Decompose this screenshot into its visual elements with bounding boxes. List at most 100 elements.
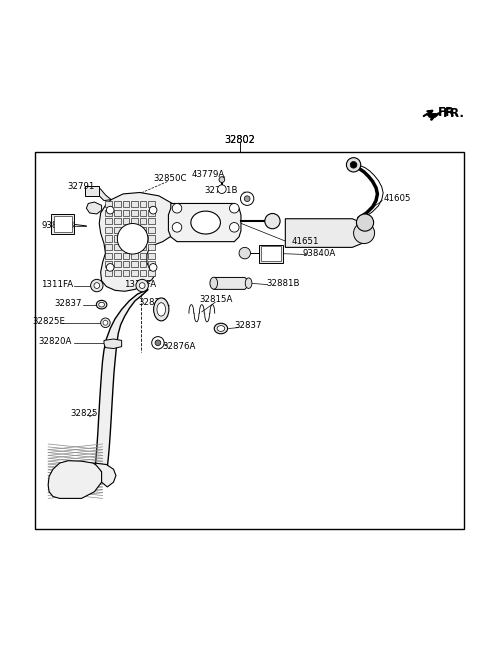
Bar	[114, 235, 120, 242]
Bar	[131, 261, 138, 267]
Text: 32850C: 32850C	[153, 173, 187, 183]
Circle shape	[139, 283, 145, 288]
Ellipse shape	[154, 298, 169, 321]
Bar	[262, 246, 281, 261]
Bar	[106, 210, 112, 216]
Text: 32791: 32791	[67, 182, 95, 191]
Bar	[122, 270, 129, 276]
Bar	[140, 201, 146, 208]
Bar	[131, 201, 138, 208]
Text: 32820A: 32820A	[38, 337, 72, 346]
Bar	[122, 261, 129, 267]
Text: FR.: FR.	[438, 106, 460, 120]
Bar	[148, 270, 155, 276]
Ellipse shape	[210, 277, 217, 289]
Bar	[148, 227, 155, 233]
Text: 43779A: 43779A	[192, 170, 225, 179]
Bar	[122, 201, 129, 208]
Bar	[259, 244, 283, 263]
Bar	[148, 201, 155, 208]
Bar	[131, 244, 138, 250]
Bar	[114, 270, 120, 276]
Bar	[122, 253, 129, 259]
Bar	[148, 235, 155, 242]
Bar	[148, 244, 155, 250]
Bar	[35, 152, 464, 529]
Bar	[106, 253, 112, 259]
Circle shape	[265, 214, 280, 229]
Bar	[140, 227, 146, 233]
Bar	[122, 218, 129, 225]
Text: 32837: 32837	[55, 299, 83, 308]
Circle shape	[103, 321, 108, 325]
Circle shape	[136, 279, 148, 292]
Circle shape	[357, 214, 373, 231]
Bar	[140, 210, 146, 216]
Bar	[131, 235, 138, 242]
Polygon shape	[48, 461, 103, 499]
Text: 1311FA: 1311FA	[40, 280, 72, 289]
Bar	[114, 210, 120, 216]
Circle shape	[107, 263, 114, 271]
Text: 32731B: 32731B	[204, 186, 238, 194]
Bar	[140, 261, 146, 267]
Circle shape	[244, 196, 250, 202]
Circle shape	[172, 223, 182, 232]
Bar	[140, 235, 146, 242]
Polygon shape	[95, 463, 116, 487]
Bar	[131, 218, 138, 225]
Circle shape	[350, 162, 357, 168]
Text: 32825: 32825	[71, 409, 98, 418]
Bar	[140, 218, 146, 225]
Polygon shape	[95, 289, 148, 469]
Bar	[122, 235, 129, 242]
Text: 32802: 32802	[225, 135, 255, 145]
Text: 32837: 32837	[139, 298, 167, 307]
Ellipse shape	[96, 300, 107, 309]
Bar	[85, 187, 99, 196]
Polygon shape	[285, 219, 364, 248]
Bar	[106, 227, 112, 233]
Polygon shape	[104, 339, 121, 349]
Text: 1311FA: 1311FA	[124, 280, 156, 289]
Text: 32837: 32837	[234, 321, 262, 330]
Text: 93810B: 93810B	[42, 221, 75, 231]
Polygon shape	[168, 204, 241, 242]
Polygon shape	[427, 112, 442, 118]
Polygon shape	[96, 187, 111, 200]
Bar	[148, 218, 155, 225]
Polygon shape	[99, 193, 182, 291]
Bar	[122, 210, 129, 216]
Bar	[122, 244, 129, 250]
Circle shape	[239, 248, 251, 259]
Text: 93840A: 93840A	[302, 248, 336, 258]
Bar	[114, 218, 120, 225]
Circle shape	[101, 318, 110, 328]
Circle shape	[107, 206, 114, 214]
Bar	[148, 210, 155, 216]
Circle shape	[149, 263, 157, 271]
Circle shape	[155, 340, 161, 346]
Bar	[106, 270, 112, 276]
Circle shape	[240, 192, 254, 206]
Bar	[140, 270, 146, 276]
Circle shape	[229, 223, 239, 232]
Polygon shape	[210, 277, 249, 289]
Circle shape	[94, 283, 100, 288]
Text: 32876A: 32876A	[163, 342, 196, 351]
Polygon shape	[48, 461, 103, 499]
Text: FR.: FR.	[443, 107, 465, 120]
Ellipse shape	[99, 302, 105, 307]
Bar	[54, 216, 72, 232]
Bar	[140, 244, 146, 250]
Bar	[51, 214, 74, 234]
Bar	[106, 201, 112, 208]
Bar	[114, 253, 120, 259]
Text: 41605: 41605	[383, 194, 411, 203]
Bar	[106, 218, 112, 225]
Ellipse shape	[214, 323, 228, 334]
Circle shape	[91, 279, 103, 292]
Circle shape	[354, 223, 374, 244]
Circle shape	[217, 185, 226, 193]
Circle shape	[149, 206, 157, 214]
